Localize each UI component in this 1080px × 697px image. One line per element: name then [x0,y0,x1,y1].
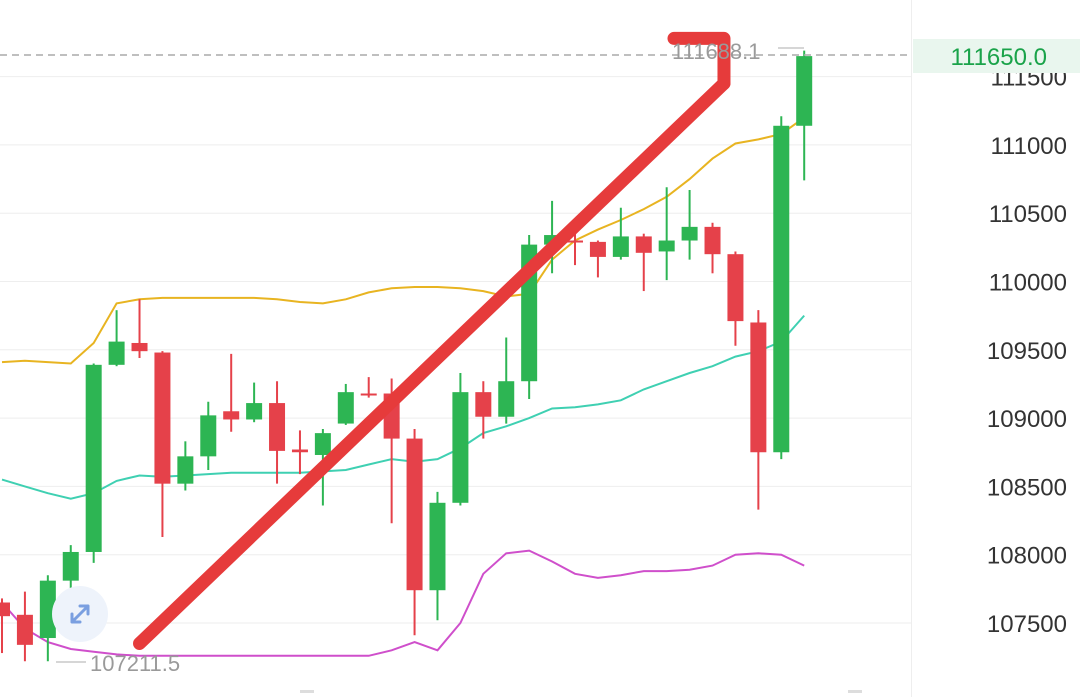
candle [612,207,629,260]
candle-body [246,403,263,420]
candle [796,50,813,181]
candle [200,401,217,471]
y-tick-label: 107500 [987,611,1067,638]
trend-arrow-head [667,31,731,90]
candle [223,353,240,432]
candle-body [704,226,721,255]
candle [177,441,194,491]
candle-body [337,392,354,424]
candle-body [773,125,790,453]
candle [360,377,377,398]
candle-body [131,342,148,352]
candle-body [177,456,194,484]
axis-divider [911,0,912,697]
candle [635,233,652,292]
candle [154,351,171,537]
candle [269,381,286,484]
candle-body [0,602,10,617]
bottom-axis-tick [848,690,862,693]
candle [337,383,354,425]
candle-body [62,551,79,581]
y-tick-label: 111000 [990,133,1067,160]
candle [39,575,56,662]
candle [131,299,148,358]
lower-band-line [1,549,805,657]
candle [589,240,606,278]
candle [246,382,263,423]
bollinger-bands [1,116,805,657]
candle [406,429,423,636]
candle-body [108,341,125,365]
candle-body [475,392,492,417]
candle-body [269,403,286,451]
candle [452,373,469,506]
y-tick-label: 109500 [987,338,1067,365]
trend-arrow-shaft [133,76,731,650]
candle-body [314,433,331,455]
bottom-axis-tick [300,690,314,693]
candle [291,430,308,475]
candle-body [223,411,240,420]
candle [773,116,790,460]
candle-body [589,241,606,257]
candle-body [567,240,583,243]
expand-icon[interactable] [52,586,108,642]
y-axis: 107500 108000 108500 109000 109500 110000 1105… [987,65,1067,638]
current-price-label: 111650.0 [950,44,1047,71]
candle-body [360,393,377,396]
candle-body [796,56,813,126]
candle-body [291,449,308,453]
y-tick-label: 109000 [987,406,1067,433]
candle-body [200,415,217,457]
candle-body [612,236,629,257]
candle-body [16,614,33,645]
y-tick-label: 108500 [987,474,1067,501]
middle-band-line [1,314,805,500]
candle [475,381,492,439]
candle-body [39,580,56,639]
candle-body [658,240,675,252]
y-tick-label: 110500 [989,201,1067,228]
candle [429,491,446,621]
candle-body [452,392,469,503]
low-marker-label: 107211.5 [90,651,180,676]
candle [750,310,767,510]
candle-body [85,364,102,552]
candle [658,187,675,281]
current-price-badge [913,39,1080,73]
grid-lines [0,76,911,624]
candle-body [635,236,652,253]
candle-body [406,438,423,591]
candle [727,251,744,346]
candle [704,222,721,274]
upper-band-line [1,116,805,365]
candle-body [681,226,698,241]
y-tick-label: 110000 [989,270,1067,297]
y-tick-label: 108000 [987,543,1067,570]
candle-body [727,254,744,322]
candle [0,598,10,654]
candle [85,363,102,563]
candle [108,310,125,367]
high-marker-label: 111688.1 [672,39,761,64]
candle-body [750,322,767,453]
candle [681,189,698,260]
candle [498,337,515,424]
candle-body [498,381,515,417]
candle-body [154,352,171,484]
candle [16,591,33,662]
candle-body [429,502,446,591]
trend-arrow [133,31,731,650]
